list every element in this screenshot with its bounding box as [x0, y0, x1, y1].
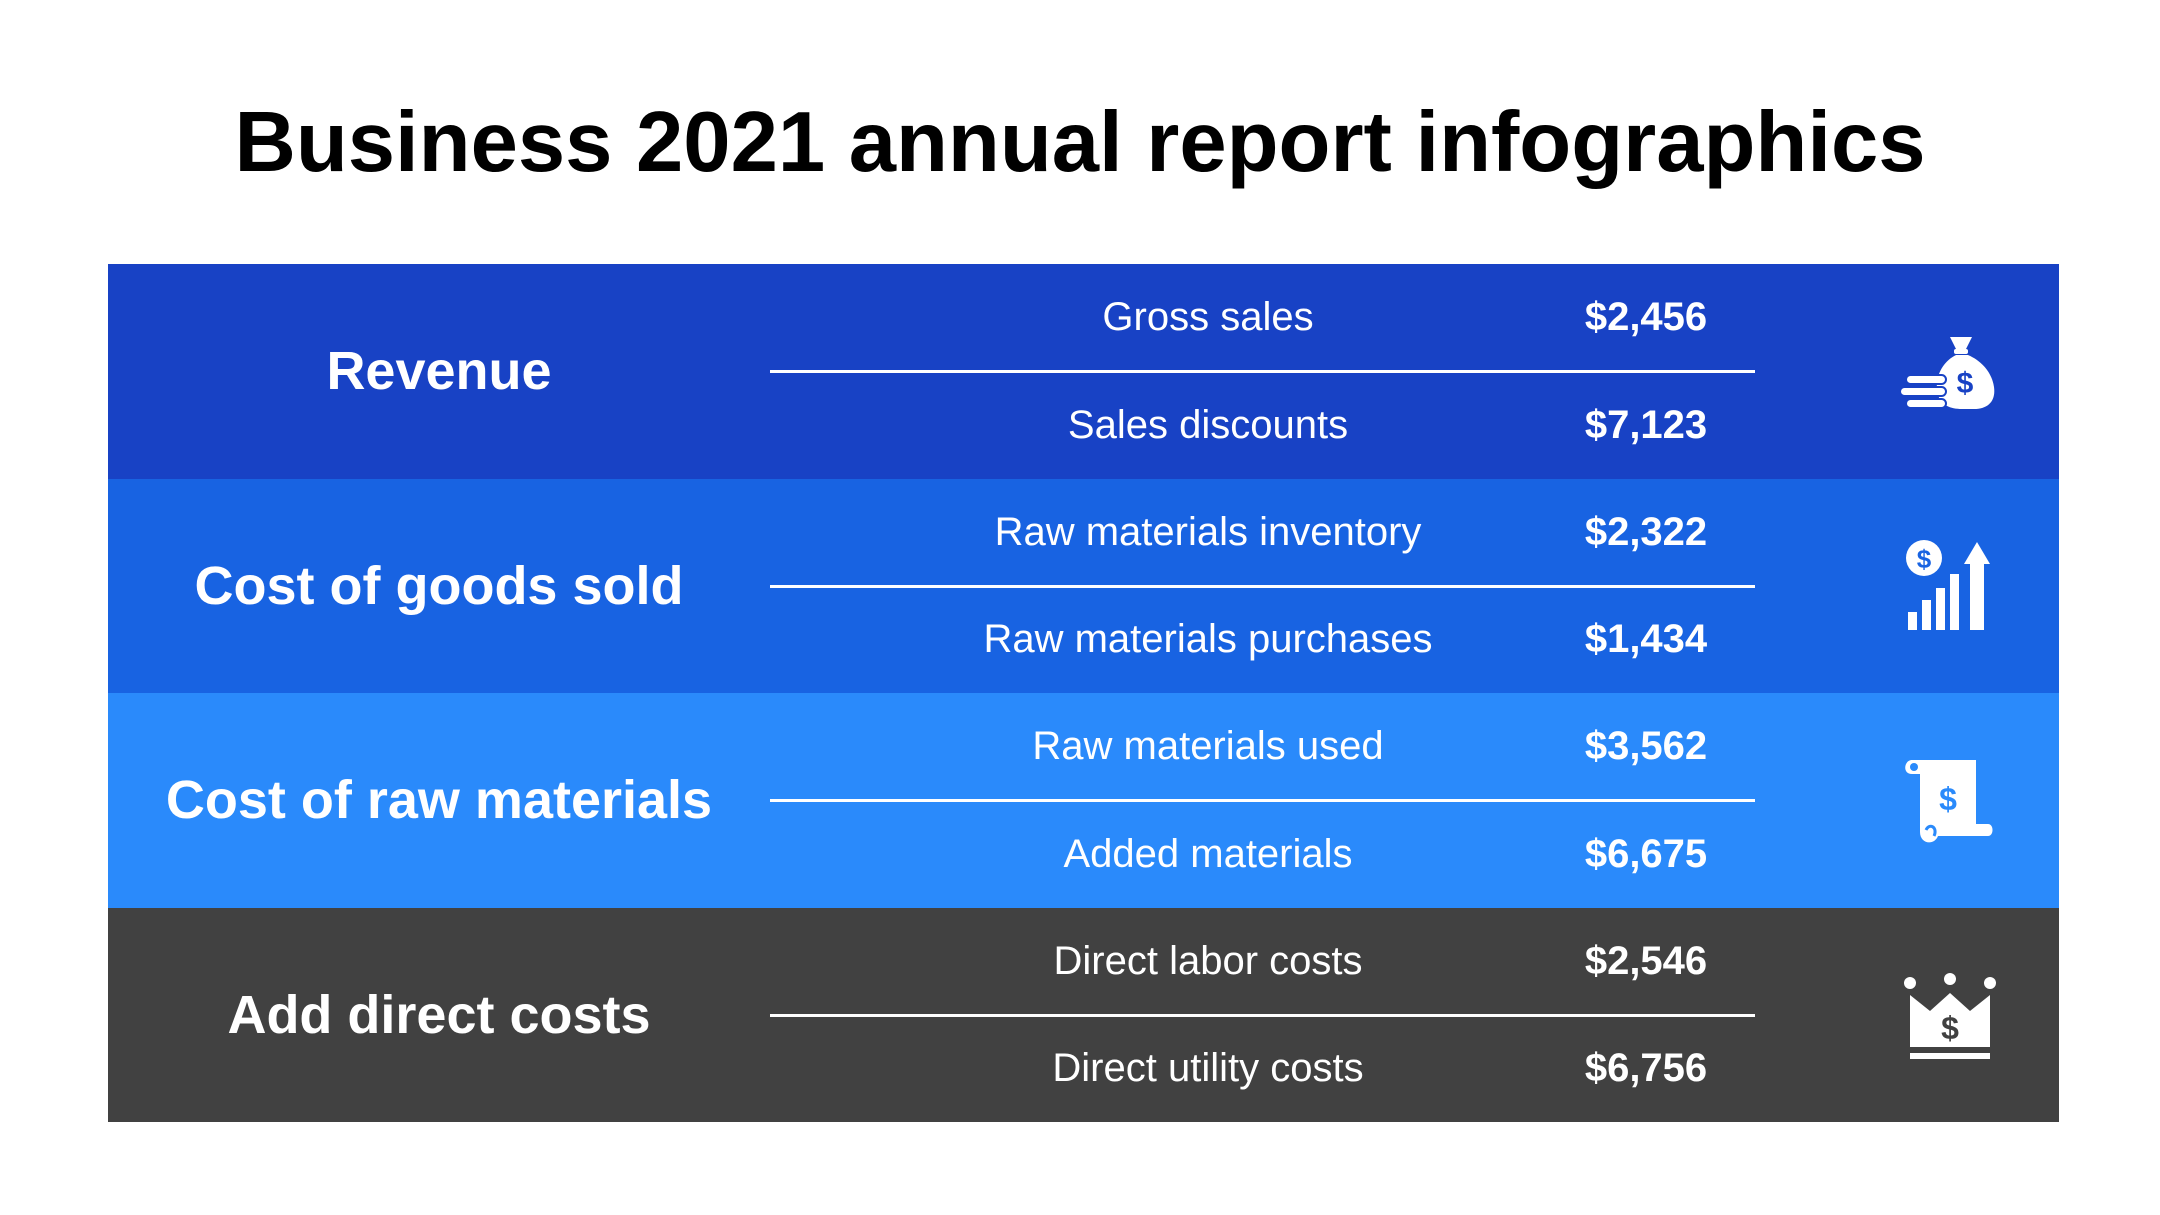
line-item: Gross sales $2,456 — [770, 264, 1855, 371]
svg-text:$: $ — [1939, 781, 1957, 817]
item-name: Raw materials inventory — [994, 509, 1422, 554]
item-name: Sales discounts — [1067, 402, 1349, 447]
item-value: $1,434 — [1584, 617, 1708, 661]
item-value: $2,546 — [1584, 938, 1708, 983]
row-label: Cost of goods sold — [194, 555, 684, 616]
row-divider — [770, 584, 1755, 588]
item-value: $2,322 — [1584, 509, 1708, 554]
dollar-scroll-icon: $ — [1890, 740, 2010, 860]
item-name: Direct labor costs — [1053, 938, 1363, 983]
svg-text:$: $ — [1917, 544, 1932, 574]
svg-text:$: $ — [1957, 367, 1974, 400]
table-row-cost-of-raw-materials: Cost of raw materials Raw materials used… — [108, 693, 2059, 908]
row-divider — [770, 1013, 1755, 1017]
table-row-revenue: Revenue Gross sales $2,456 Sales discoun… — [108, 264, 2059, 479]
item-name: Raw materials purchases — [983, 617, 1433, 661]
dollar-crown-icon: $ — [1890, 955, 2010, 1075]
item-value: $2,456 — [1584, 295, 1708, 339]
line-item: Direct labor costs $2,546 — [770, 908, 1855, 1015]
dollar-growth-chart-icon: $ — [1890, 526, 2010, 646]
item-name: Gross sales — [1102, 295, 1314, 339]
report-table: Revenue Gross sales $2,456 Sales discoun… — [108, 264, 2059, 1122]
money-bag-coins-icon: $ — [1890, 311, 2010, 431]
row-label: Add direct costs — [227, 984, 651, 1045]
line-item: Raw materials used $3,562 — [770, 693, 1855, 800]
item-value: $3,562 — [1584, 724, 1708, 768]
line-item: Raw materials inventory $2,322 — [770, 479, 1855, 586]
row-label: Cost of raw materials — [165, 770, 713, 831]
item-value: $7,123 — [1584, 402, 1708, 447]
item-value: $6,756 — [1584, 1046, 1708, 1090]
table-row-cost-of-goods-sold: Cost of goods sold Raw materials invento… — [108, 478, 2059, 693]
line-item: Sales discounts $7,123 — [770, 372, 1855, 479]
item-name: Direct utility costs — [1052, 1046, 1364, 1090]
line-item: Direct utility costs $6,756 — [770, 1015, 1855, 1122]
row-label: Revenue — [326, 341, 552, 402]
svg-text:$: $ — [1941, 1010, 1959, 1046]
table-row-add-direct-costs: Add direct costs Direct labor costs $2,5… — [108, 907, 2059, 1122]
item-name: Added materials — [1063, 831, 1353, 876]
row-divider — [770, 370, 1755, 373]
item-value: $6,675 — [1584, 831, 1708, 876]
page-title: Business 2021 annual report infographics — [234, 95, 1926, 190]
row-divider — [770, 799, 1755, 802]
line-item: Added materials $6,675 — [770, 801, 1855, 908]
item-name: Raw materials used — [1032, 724, 1384, 768]
line-item: Raw materials purchases $1,434 — [770, 586, 1855, 693]
